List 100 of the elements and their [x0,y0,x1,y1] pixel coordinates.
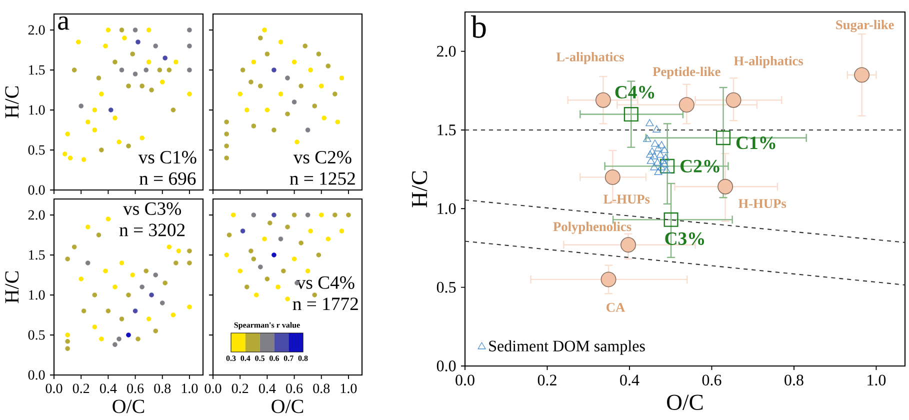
point [146,316,152,322]
point [332,92,338,96]
point [187,44,192,48]
point [187,68,192,72]
point [264,52,270,56]
point [62,152,68,156]
point [292,60,297,64]
point [308,228,313,234]
point [258,36,263,40]
point [160,300,165,306]
point [170,108,176,112]
annotation: L-HUPs [604,194,650,204]
point [318,212,324,218]
y-axis-title: H/C [5,86,19,118]
x-axis-title: O/C [667,394,703,410]
annotation: L-aliphatics [556,52,624,64]
point [96,232,102,238]
point [285,76,290,80]
point [272,128,276,132]
point [258,84,263,88]
point [224,252,229,258]
point [654,168,662,175]
annotation: Spearman's r value [234,322,300,330]
point [646,150,654,158]
x-tick-label: 0.8 [154,384,171,394]
point [126,84,131,88]
annotation: C1% [736,136,776,150]
point [659,156,668,164]
point [140,84,144,88]
point [116,140,122,144]
point [149,88,154,92]
annotation: 0.3 [226,356,236,362]
point [251,124,256,128]
annotation: H-HUPs [738,199,786,208]
point [65,332,70,338]
point [335,120,340,124]
point [604,169,620,185]
point [126,292,131,298]
point [119,260,124,266]
point [251,60,256,64]
point [294,140,300,144]
point [238,92,243,96]
point [298,240,304,246]
point [251,212,256,218]
point [230,212,236,218]
x-tick-label: 0.6 [702,374,722,386]
point [240,68,246,72]
y-tick-label: 1.5 [438,124,456,136]
point [140,136,144,140]
point [650,163,658,170]
x-tick-label: 0.0 [46,384,62,394]
x-tick-label: 0.2 [538,374,556,386]
point [650,152,658,160]
point [153,44,158,48]
point [305,268,310,274]
point [99,148,104,152]
y-tick-label: 1.0 [29,105,45,115]
y-tick-label: 0.5 [28,145,45,155]
point [254,292,259,298]
point [166,68,172,72]
point [149,292,154,298]
point [595,92,611,108]
y-tick-label: 0.0 [436,360,456,372]
point [308,68,313,72]
point [339,76,344,80]
point [99,92,104,96]
point [119,28,124,32]
point [312,292,318,298]
point [658,163,666,170]
x-tick-label: 0.8 [313,384,330,394]
point [126,144,131,148]
point [132,72,138,76]
y-tick-label: 1.0 [438,203,456,214]
point [316,52,322,56]
annotation: Polyphenolics [553,222,632,234]
point [65,256,70,262]
point [170,312,176,318]
point [119,316,124,322]
point [678,97,694,113]
chart-title: b [471,15,486,38]
y-axis-title: H/C [5,271,19,304]
point [130,52,135,56]
annotation: vs C4% [296,276,354,289]
x-axis-title: O/C [272,400,304,414]
point [268,220,272,226]
point [281,268,286,274]
point [187,260,192,266]
annotation: vs C1% [138,150,196,164]
point [68,156,73,160]
point [65,338,70,344]
point [278,92,284,96]
point [278,236,284,242]
point [112,116,118,120]
point [660,160,668,168]
point [650,140,660,147]
y-tick-label: 0.0 [28,185,45,195]
point [106,28,111,32]
point [258,264,263,270]
point [305,128,310,132]
y-tick-label: 0.5 [28,330,45,340]
